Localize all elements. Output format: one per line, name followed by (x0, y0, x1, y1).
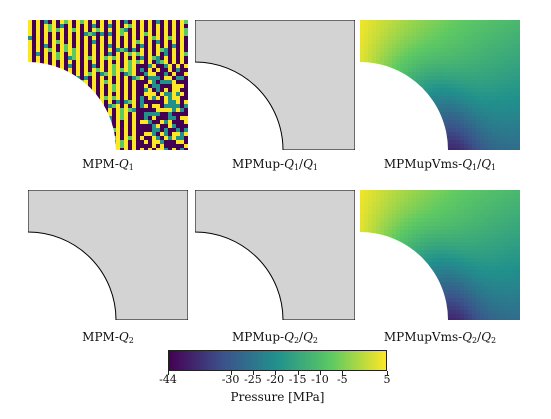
caption-mpm-q2: MPM-Q2 (82, 330, 134, 345)
colorbar-tick (342, 371, 344, 375)
panel-mpmupvms-q2-q2 (360, 190, 520, 320)
colorbar-tick-label: -10 (311, 373, 329, 386)
colorbar-tick (319, 371, 321, 375)
panel-mpm-q2 (28, 190, 188, 320)
panel-mpmupvms-q1-q1 (360, 20, 520, 150)
colorbar-tick (387, 371, 388, 375)
colorbar-tick-label: -44 (159, 373, 177, 386)
colorbar-tick (275, 371, 277, 375)
pressure-colorbar (168, 350, 387, 371)
smooth-pressure-field (360, 190, 520, 320)
plate-shape (195, 20, 355, 150)
panel-mpmup-q1-q1 (195, 20, 355, 150)
colorbar-label: Pressure [MPa] (230, 390, 325, 404)
colorbar-tick-label: -15 (288, 373, 307, 386)
colorbar-tick (168, 371, 169, 375)
caption-mpmupvms-q1-q1: MPMupVms-Q1/Q1 (383, 157, 497, 172)
oscillating-pressure-field (28, 20, 188, 150)
colorbar-tick (230, 371, 232, 375)
caption-mpmup-q2-q2: MPMup-Q2/Q2 (231, 330, 319, 345)
caption-mpmup-q1-q1: MPMup-Q1/Q1 (231, 157, 319, 172)
smooth-pressure-field (360, 20, 520, 150)
panel-mpm-q1 (28, 20, 188, 150)
colorbar-tick-label: -25 (244, 373, 262, 386)
caption-mpmupvms-q2-q2: MPMupVms-Q2/Q2 (383, 330, 497, 345)
colorbar-tick-label: -5 (336, 373, 348, 386)
colorbar-tick (297, 371, 299, 375)
colorbar-tick-label: -30 (221, 373, 240, 386)
colorbar-tick-label: 5 (383, 373, 391, 386)
colorbar-tick (252, 371, 254, 375)
colorbar-tick-label: -20 (266, 373, 285, 386)
plate-shape (195, 190, 355, 320)
plate-shape (28, 190, 188, 320)
panel-mpmup-q2-q2 (195, 190, 355, 320)
caption-mpm-q1: MPM-Q1 (82, 157, 134, 172)
